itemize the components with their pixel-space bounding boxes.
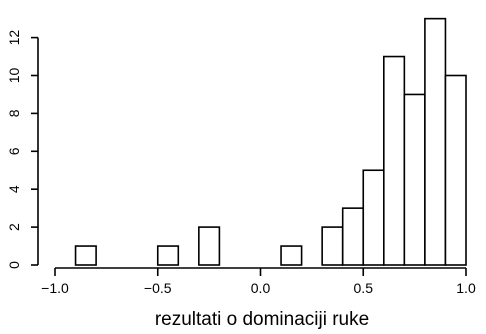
histogram-bar: [74, 245, 97, 266]
histogram-bar: [403, 93, 426, 266]
y-tick-label: 6: [6, 147, 22, 155]
x-axis: −1.0 −0.5 0.0 0.5 1.0: [41, 267, 476, 296]
histogram-bar: [444, 74, 467, 266]
histogram-bar: [382, 55, 406, 266]
histogram-bar: [280, 245, 303, 266]
histogram-bar: [341, 207, 365, 266]
y-tick-label: 10: [6, 68, 22, 84]
y-tick-label: 4: [6, 185, 22, 193]
histogram-bar: [424, 17, 447, 266]
x-tick-label: 0.0: [251, 280, 271, 296]
y-axis: 0 2 4 6 8 10 12: [6, 30, 39, 269]
x-axis-title: rezultati o dominaciji ruke: [155, 309, 369, 330]
y-tick-label: 12: [6, 30, 22, 46]
y-tick-label: 8: [6, 109, 22, 117]
x-tick-label: 1.0: [456, 280, 476, 296]
histogram-bars: [74, 17, 467, 266]
histogram-bar: [362, 169, 385, 266]
y-tick-label: 0: [6, 261, 22, 269]
histogram-bar: [198, 226, 221, 266]
y-tick-label: 2: [6, 223, 22, 231]
histogram-bar: [156, 245, 180, 266]
x-tick-label: 0.5: [354, 280, 374, 296]
x-tick-label: −0.5: [144, 280, 172, 296]
histogram-bar: [321, 226, 344, 266]
x-tick-label: −1.0: [41, 280, 69, 296]
